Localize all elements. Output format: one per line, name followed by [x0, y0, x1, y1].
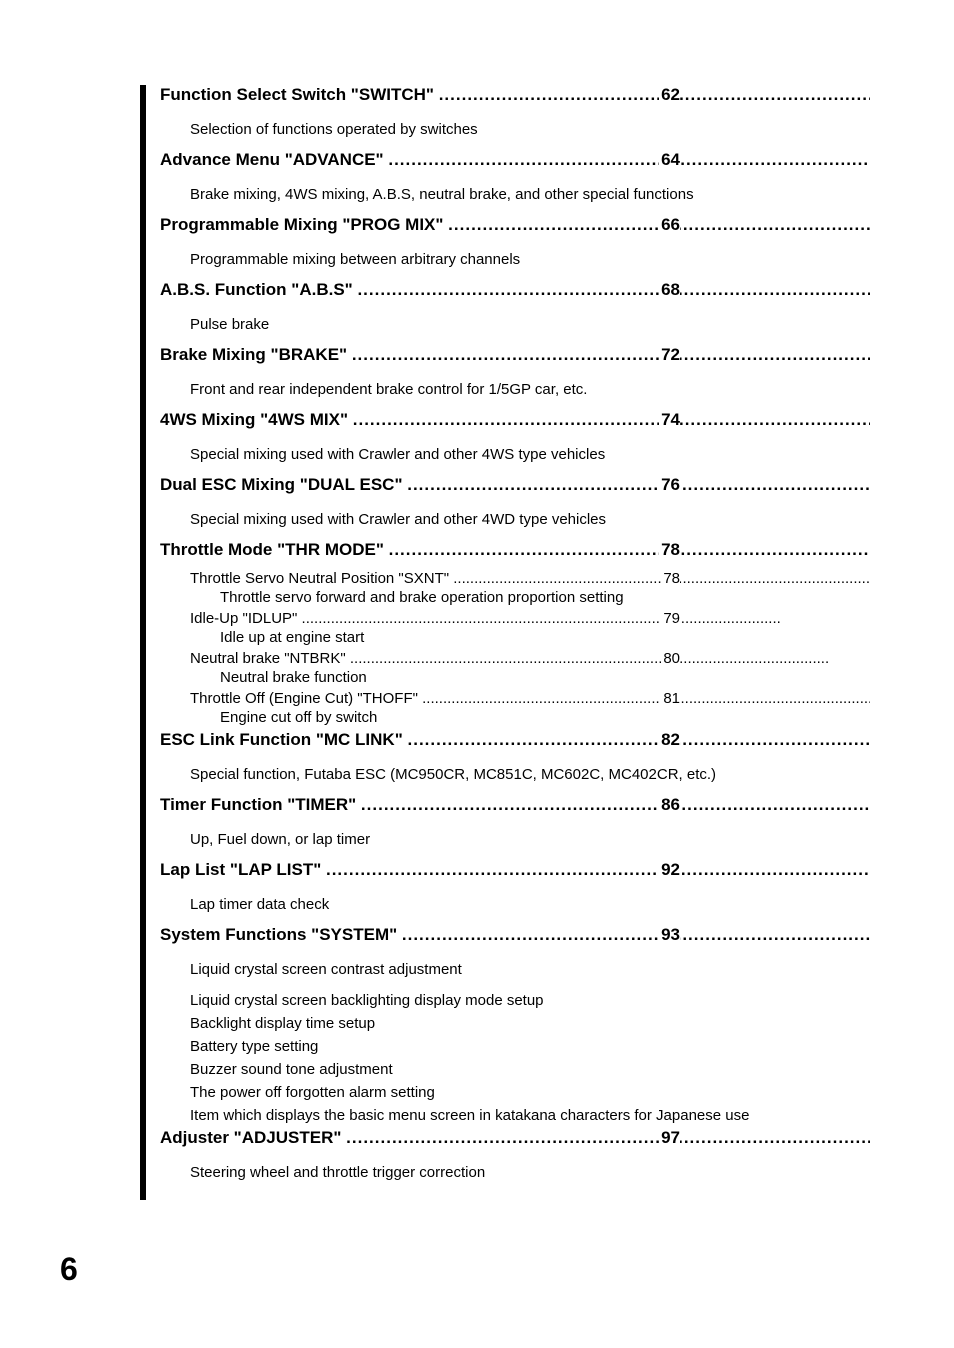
- toc-title-label: ESC Link Function "MC LINK": [160, 730, 408, 749]
- toc-sub-line: Neutral brake "NTBRK" 80: [150, 650, 870, 667]
- side-bar: [140, 85, 146, 1200]
- toc-page-number: 86: [659, 795, 680, 815]
- toc-page-number: 97: [659, 1128, 680, 1148]
- toc-title-label: Function Select Switch "SWITCH": [160, 85, 439, 104]
- toc-description-line: Item which displays the basic menu scree…: [150, 1105, 870, 1126]
- toc-page-number: 93: [659, 925, 680, 945]
- toc-description-line: The power off forgotten alarm setting: [150, 1082, 870, 1103]
- toc-section-title: ESC Link Function "MC LINK" 82: [150, 730, 870, 750]
- toc-page-number: 66: [659, 215, 680, 235]
- toc-section-title: 4WS Mixing "4WS MIX" 74: [150, 410, 870, 430]
- toc-title-label: Lap List "LAP LIST": [160, 860, 326, 879]
- toc-sub-label: Throttle Off (Engine Cut) "THOFF": [190, 690, 422, 707]
- toc-sub-label: Throttle Servo Neutral Position "SXNT": [190, 570, 453, 587]
- toc-sub-line: Throttle Servo Neutral Position "SXNT" 7…: [150, 570, 870, 587]
- toc-description: Pulse brake: [150, 314, 870, 335]
- toc-page-number: 82: [659, 730, 680, 750]
- toc-section-title: Brake Mixing "BRAKE" 72: [150, 345, 870, 365]
- toc-description: Lap timer data check: [150, 894, 870, 915]
- toc-page-number: 76: [659, 475, 680, 495]
- toc-page-number: 68: [659, 280, 680, 300]
- toc-sub-page: 80: [661, 650, 680, 667]
- toc-section-title: Adjuster "ADJUSTER" 97: [150, 1128, 870, 1148]
- toc-section-title: Function Select Switch "SWITCH" 62: [150, 85, 870, 105]
- toc-page-number: 74: [659, 410, 680, 430]
- toc-section-title: System Functions "SYSTEM" 93: [150, 925, 870, 945]
- toc-description: Up, Fuel down, or lap timer: [150, 829, 870, 850]
- toc-description-line: Liquid crystal screen backlighting displ…: [150, 990, 870, 1011]
- toc-title-label: A.B.S. Function "A.B.S": [160, 280, 357, 299]
- toc-sub-description: Neutral brake function: [150, 669, 870, 686]
- toc-description-line: Buzzer sound tone adjustment: [150, 1059, 870, 1080]
- toc-section-title: A.B.S. Function "A.B.S" 68: [150, 280, 870, 300]
- toc-section-title: Throttle Mode "THR MODE" 78: [150, 540, 870, 560]
- toc-title-label: Programmable Mixing "PROG MIX": [160, 215, 448, 234]
- toc-section-title: Lap List "LAP LIST" 92: [150, 860, 870, 880]
- toc-description: Front and rear independent brake control…: [150, 379, 870, 400]
- toc-page-number: 64: [659, 150, 680, 170]
- toc-description: Programmable mixing between arbitrary ch…: [150, 249, 870, 270]
- toc-sub-description: Throttle servo forward and brake operati…: [150, 589, 870, 606]
- toc-title-label: System Functions "SYSTEM": [160, 925, 402, 944]
- toc-description-line: Backlight display time setup: [150, 1013, 870, 1034]
- toc-page-number: 72: [659, 345, 680, 365]
- toc-description: Liquid crystal screen contrast adjustmen…: [150, 959, 870, 980]
- toc-page-number: 78: [659, 540, 680, 560]
- toc-title-label: 4WS Mixing "4WS MIX": [160, 410, 353, 429]
- toc-sub-description: Idle up at engine start: [150, 629, 870, 646]
- toc-title-label: Adjuster "ADJUSTER": [160, 1128, 346, 1147]
- toc-description: Selection of functions operated by switc…: [150, 119, 870, 140]
- toc-sub-label: Neutral brake "NTBRK": [190, 650, 350, 667]
- toc-description: Steering wheel and throttle trigger corr…: [150, 1162, 870, 1183]
- toc-description-line: Battery type setting: [150, 1036, 870, 1057]
- toc-sub-page: 81: [661, 690, 680, 707]
- toc-title-label: Brake Mixing "BRAKE": [160, 345, 352, 364]
- toc-sub-line: Throttle Off (Engine Cut) "THOFF" 81: [150, 690, 870, 707]
- toc-page-number: 92: [659, 860, 680, 880]
- toc-sub-page: 78: [661, 570, 680, 587]
- toc-sub-label: Idle-Up "IDLUP": [190, 610, 302, 627]
- toc-description: Brake mixing, 4WS mixing, A.B.S, neutral…: [150, 184, 870, 205]
- toc-title-label: Dual ESC Mixing "DUAL ESC": [160, 475, 407, 494]
- toc-sub-description: Engine cut off by switch: [150, 709, 870, 726]
- toc-sub-page: 79: [661, 610, 680, 627]
- toc-description: Special mixing used with Crawler and oth…: [150, 509, 870, 530]
- toc-page-number: 62: [659, 85, 680, 105]
- toc-description: Special mixing used with Crawler and oth…: [150, 444, 870, 465]
- toc-section-title: Programmable Mixing "PROG MIX" 66: [150, 215, 870, 235]
- toc-title-label: Timer Function "TIMER": [160, 795, 361, 814]
- toc-section-title: Timer Function "TIMER" 86: [150, 795, 870, 815]
- toc-sub-line: Idle-Up "IDLUP" 79: [150, 610, 870, 627]
- toc-content: Function Select Switch "SWITCH" 62 Select…: [150, 85, 870, 1193]
- toc-section-title: Dual ESC Mixing "DUAL ESC" 76: [150, 475, 870, 495]
- toc-description: Special function, Futaba ESC (MC950CR, M…: [150, 764, 870, 785]
- toc-title-label: Advance Menu "ADVANCE": [160, 150, 388, 169]
- toc-section-title: Advance Menu "ADVANCE" 64: [150, 150, 870, 170]
- page-number: 6: [60, 1251, 78, 1288]
- toc-title-label: Throttle Mode "THR MODE": [160, 540, 389, 559]
